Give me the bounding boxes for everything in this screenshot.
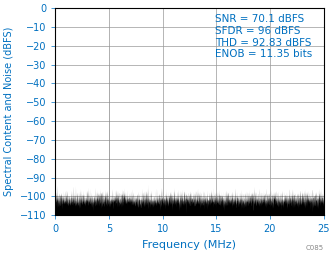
Y-axis label: Spectral Content and Noise (dBFS): Spectral Content and Noise (dBFS) [4, 27, 14, 196]
X-axis label: Frequency (MHz): Frequency (MHz) [142, 240, 236, 250]
Text: SNR = 70.1 dBFS
SFDR = 96 dBFS
THD = 92.83 dBFS
ENOB = 11.35 bits: SNR = 70.1 dBFS SFDR = 96 dBFS THD = 92.… [215, 14, 312, 59]
Text: C085: C085 [306, 245, 324, 251]
